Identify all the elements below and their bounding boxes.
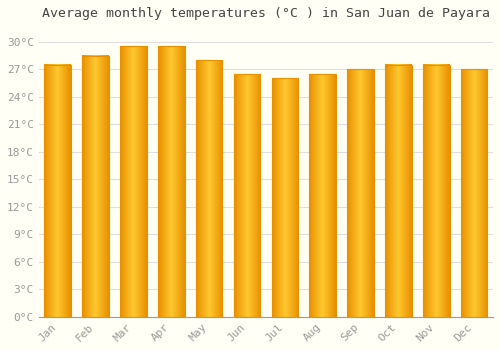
Title: Average monthly temperatures (°C ) in San Juan de Payara: Average monthly temperatures (°C ) in Sa…	[42, 7, 490, 20]
Bar	[158, 47, 184, 317]
Bar	[120, 47, 146, 317]
Bar	[461, 69, 487, 317]
Bar	[385, 65, 411, 317]
Bar	[44, 65, 71, 317]
Bar	[82, 56, 109, 317]
Bar	[196, 60, 222, 317]
Bar	[348, 69, 374, 317]
Bar	[423, 65, 450, 317]
Bar	[234, 74, 260, 317]
Bar	[272, 78, 298, 317]
Bar	[310, 74, 336, 317]
